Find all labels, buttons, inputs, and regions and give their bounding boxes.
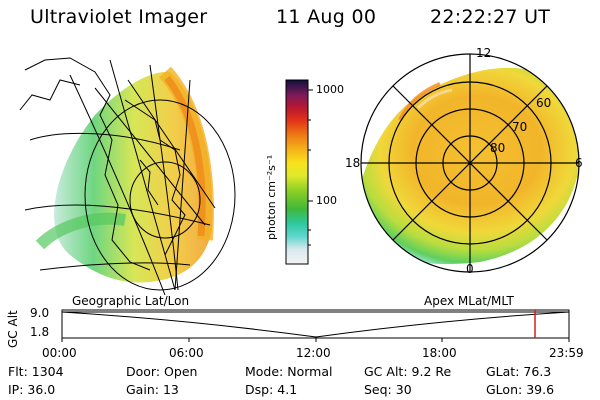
altitude-xtick-2359: 23:59 (549, 346, 584, 360)
mlt-label-0: 0 (466, 262, 474, 276)
lat-label-60: 60 (536, 96, 552, 110)
mlt-label-18: 18 (345, 156, 361, 170)
colorbar-unit-label: photon cm⁻²s⁻¹ (265, 154, 278, 240)
altitude-x-ticks (61, 338, 570, 342)
info-ip-value: 36.0 (27, 382, 56, 397)
info-seq: Seq: 30 (364, 382, 412, 397)
info-gcalt: GC Alt: 9.2 Re (364, 364, 451, 379)
info-door-label: Door: (126, 364, 161, 379)
date-label: 11 Aug 00 (276, 6, 377, 28)
polar-grid (360, 53, 580, 273)
info-gain: Gain: 13 (126, 382, 179, 397)
geographic-image (19, 57, 236, 296)
altitude-curve (61, 311, 570, 338)
colorbar (285, 79, 309, 265)
info-gain-value: 13 (162, 382, 179, 397)
info-gain-label: Gain: (126, 382, 159, 397)
info-flt-value: 1304 (31, 364, 64, 379)
info-ip: IP: 36.0 (8, 382, 55, 397)
lat-label-80: 80 (490, 141, 506, 155)
polar-plot (360, 53, 580, 273)
info-dsp: Dsp: 4.1 (245, 382, 297, 397)
auroral-glow (54, 71, 213, 283)
info-mode-label: Mode: (245, 364, 284, 379)
altitude-ytick-low: 1.8 (30, 325, 50, 339)
coastline (24, 57, 151, 271)
info-gcalt-label: GC Alt: (364, 364, 408, 379)
info-mode: Mode: Normal (245, 364, 333, 379)
info-dsp-value: 4.1 (277, 382, 298, 397)
right-panel-label: Apex MLat/MLT (424, 294, 514, 308)
altitude-xtick-1800: 18:00 (422, 346, 457, 360)
info-mode-value: Normal (287, 364, 333, 379)
info-glon-label: GLon: (486, 382, 523, 397)
info-glon: GLon: 39.6 (486, 382, 554, 397)
info-glon-value: 39.6 (526, 382, 555, 397)
info-door: Door: Open (126, 364, 197, 379)
time-label: 22:22:27 UT (430, 6, 551, 28)
altitude-xtick-1200: 12:00 (296, 346, 331, 360)
mlt-label-6: 6 (575, 156, 583, 170)
info-flt-label: Flt: (8, 364, 28, 379)
info-dsp-label: Dsp: (245, 382, 274, 397)
info-glat-label: GLat: (486, 364, 520, 379)
info-flt: Flt: 1304 (8, 364, 64, 379)
info-gcalt-value: 9.2 Re (411, 364, 452, 379)
colorbar-tick-1000: 1000 (316, 83, 344, 96)
altitude-xtick-0600: 06:00 (169, 346, 204, 360)
instrument-title: Ultraviolet Imager (30, 6, 208, 28)
altitude-chart (61, 309, 570, 342)
info-door-value: Open (164, 364, 198, 379)
lat-label-70: 70 (512, 120, 528, 134)
left-panel-label: Geographic Lat/Lon (72, 294, 190, 308)
info-glat: GLat: 76.3 (486, 364, 551, 379)
info-seq-value: 30 (395, 382, 412, 397)
info-ip-label: IP: (8, 382, 24, 397)
colorbar-tick-100: 100 (316, 194, 337, 207)
altitude-ytick-high: 9.0 (30, 306, 50, 320)
altitude-xtick-0000: 00:00 (42, 346, 77, 360)
altitude-ylabel: GC Alt (6, 310, 20, 348)
mlt-label-12: 12 (476, 46, 492, 60)
info-glat-value: 76.3 (523, 364, 552, 379)
geo-grid (24, 59, 236, 296)
info-seq-label: Seq: (364, 382, 392, 397)
colorbar-ticks (308, 89, 313, 246)
